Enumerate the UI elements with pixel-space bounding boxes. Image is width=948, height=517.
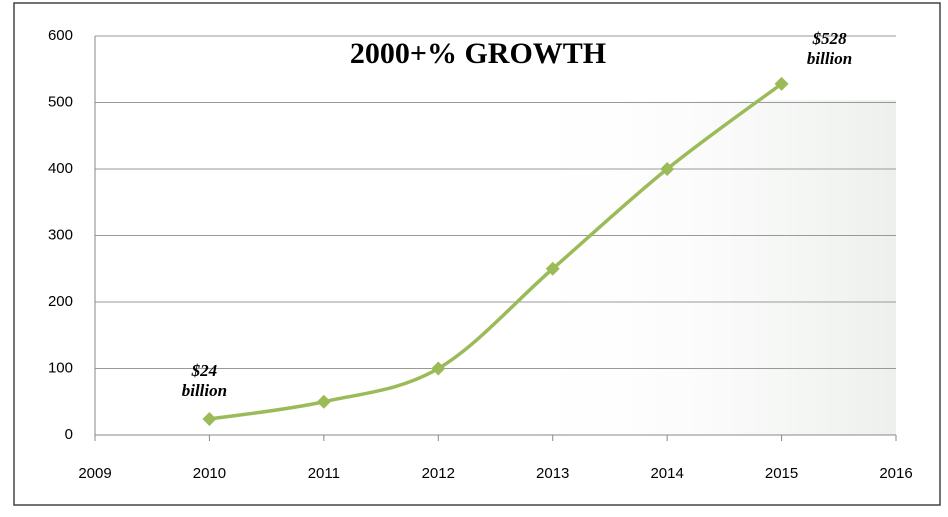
y-tick-label: 300 <box>48 226 73 243</box>
y-tick-label: 400 <box>48 160 73 177</box>
chart-title: 2000+% GROWTH <box>350 37 606 70</box>
x-tick-label: 2012 <box>422 465 455 482</box>
page: {"chart_data": {"type": "line", "title":… <box>0 0 948 512</box>
background-image <box>500 100 896 435</box>
value-label: $528 billion <box>800 29 860 69</box>
value-label-box: $24 billion <box>164 361 244 405</box>
y-tick-label: 500 <box>48 93 73 110</box>
x-tick-label: 2011 <box>308 465 340 482</box>
x-tick-label: 2013 <box>536 465 569 482</box>
y-tick-label: 600 <box>48 27 73 44</box>
y-tick-label: 0 <box>65 426 73 443</box>
value-label-box: $528 billion <box>790 29 870 73</box>
value-label: $24 billion <box>174 361 234 401</box>
x-tick-label: 2014 <box>650 465 683 482</box>
y-tick-label: 200 <box>48 293 73 310</box>
y-tick-label: 100 <box>48 359 73 376</box>
chart: 2000+% GROWTH 0 100 200 300 400 500 600 2009 201… <box>0 0 948 512</box>
x-tick-label: 2015 <box>765 465 798 482</box>
x-tick-label: 2016 <box>879 465 912 482</box>
x-tick-label: 2009 <box>78 465 111 482</box>
x-tick-label: 2010 <box>193 465 226 482</box>
